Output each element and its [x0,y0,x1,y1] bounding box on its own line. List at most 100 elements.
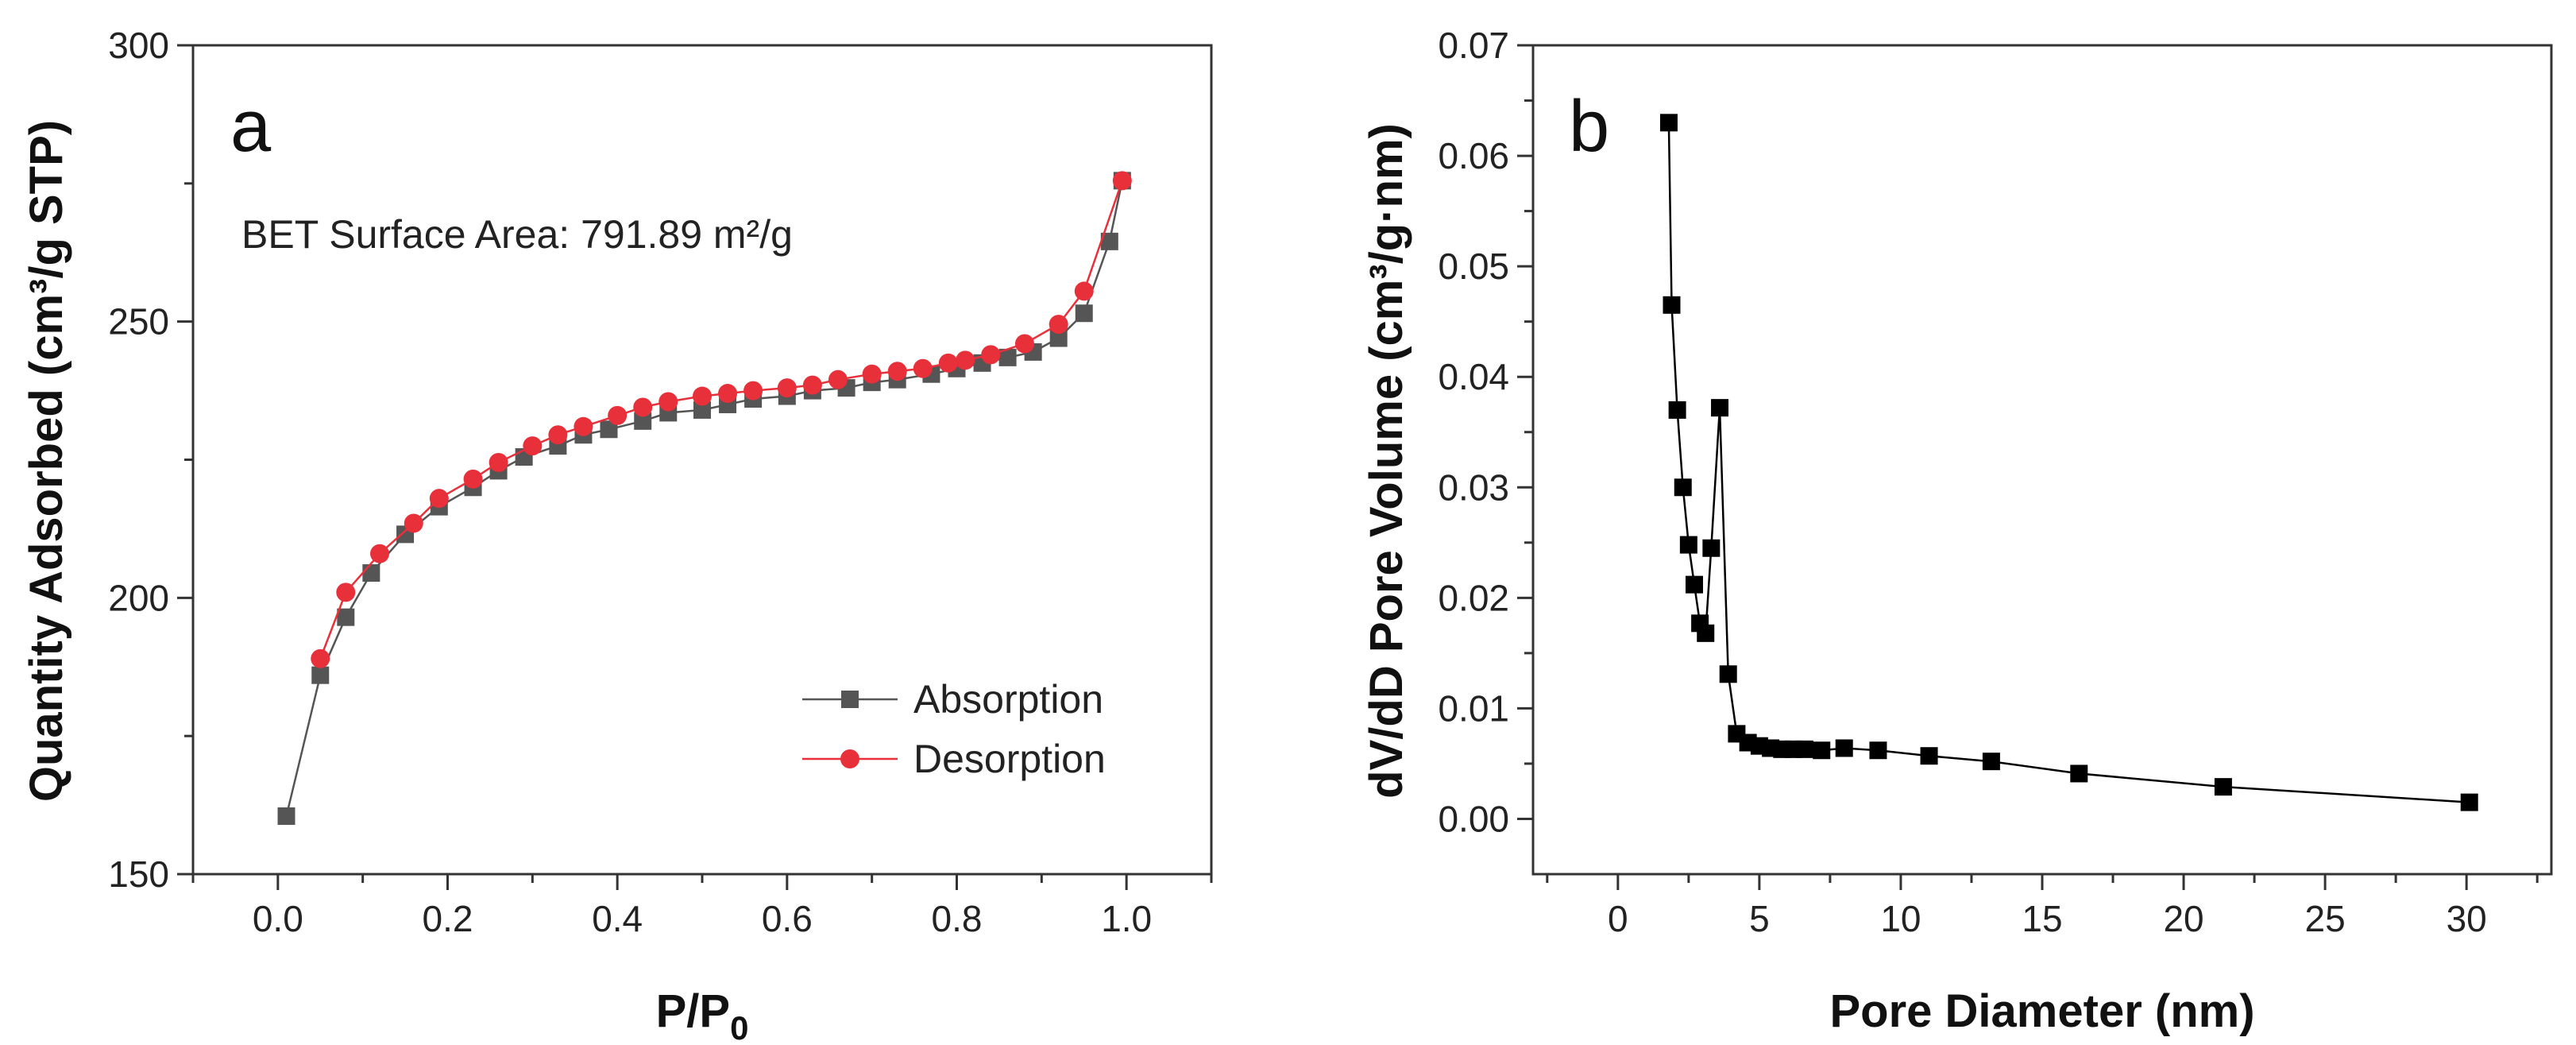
panel-a-x-tick-label: 0.8 [932,898,983,939]
panel-a-data-point-desorption [633,397,653,417]
panel-a-y-tick-label: 250 [108,301,169,343]
panel-b-data-point-pore-size-distribution [1685,575,1703,594]
panel-b-y-tick-label: 0.07 [1438,25,1509,66]
panel-a-data-point-desorption [336,582,356,602]
panel-a-y-axis-title: Quantity Adsorbed (cm³/g STP) [21,120,72,802]
panel-a-data-point-absorption [277,807,295,825]
panel-b-x-tick-label: 0 [1608,898,1628,939]
panel-a-data-point-absorption [600,420,618,439]
panel-b-pore-distribution-chart: 0 5 10 15 20 25 30 0.00 0.01 0.02 0.03 0.04 0.05 0.06… [1361,25,2553,1037]
panel-a-data-point-absorption [1100,232,1118,250]
panel-a-data-point-desorption [489,452,508,472]
panel-b-y-tick-label: 0.01 [1438,687,1509,729]
panel-a-data-point-desorption [608,405,628,425]
panel-b-y-tick-label: 0.00 [1438,798,1509,839]
panel-b-y-tick-label: 0.04 [1438,356,1509,397]
panel-a-data-point-desorption [1074,281,1094,301]
legend-marker-absorption [841,691,859,708]
x-axis-title-subscript: 0 [730,1009,748,1045]
panel-b-data-point-pore-size-distribution [1795,740,1813,758]
panel-b-data-point-pore-size-distribution [1674,478,1692,497]
panel-b-y-tick-label: 0.03 [1438,466,1509,508]
panel-a-isotherm-chart: 0.0 0.2 0.4 0.6 0.8 1.0 150 200 250 300 a BET Surfa… [21,25,1213,1045]
panel-a-data-point-desorption [311,648,330,668]
panel-a-data-point-desorption [802,375,822,395]
panel-b-data-point-pore-size-distribution [1697,624,1715,642]
panel-b-y-tick-label: 0.02 [1438,577,1509,618]
panel-a-data-point-desorption [913,358,933,378]
panel-b-data-point-pore-size-distribution [1835,739,1853,757]
panel-a-data-point-desorption [370,544,390,563]
panel-b-x-tick-label: 5 [1749,898,1770,939]
panel-a-data-point-desorption [693,386,712,406]
panel-a-data-point-absorption [634,412,652,430]
panel-a-data-point-desorption [429,489,449,509]
panel-a-x-tick-label: 1.0 [1101,898,1152,939]
panel-b-x-tick-label: 10 [1880,898,1921,939]
panel-b-y-axis-title: dV/dD Pore Volume (cm³/g·nm) [1361,123,1412,799]
panel-a-letter: a [230,86,272,167]
panel-b-data-point-pore-size-distribution [1920,747,1938,765]
panel-a-legend: Absorption Desorption [802,677,1106,781]
panel-a-data-point-desorption [887,362,907,381]
panel-a-data-point-absorption [693,401,711,419]
panel-a-y-tick-label: 150 [108,853,169,895]
panel-b-data-point-pore-size-distribution [1719,665,1737,683]
panel-a-x-tick-label: 0.6 [762,898,813,939]
panel-a-data-point-desorption [548,425,568,445]
panel-a-data-point-desorption [658,392,678,412]
panel-a-x-axis-title: P/P0 [656,985,749,1045]
panel-b-letter: b [1569,86,1609,167]
panel-a-data-point-desorption [777,378,797,398]
panel-b-x-tick-label: 20 [2163,898,2203,939]
panel-a-data-point-desorption [523,436,543,456]
x-axis-title-main: P/P [656,985,731,1037]
panel-b-x-tick-label: 15 [2022,898,2062,939]
panel-a-data-point-desorption [981,345,1001,365]
panel-b-x-tick-label: 30 [2447,898,2487,939]
panel-a-data-point-desorption [404,513,423,533]
panel-a-data-point-desorption [1049,315,1068,335]
panel-a-data-point-absorption [337,608,355,626]
panel-a-data-point-desorption [1112,171,1132,191]
panel-b-y-tick-label: 0.05 [1438,246,1509,287]
panel-b-data-point-pore-size-distribution [1663,296,1681,314]
panel-a-x-tick-label: 0.0 [253,898,303,939]
panel-b-x-axis-title: Pore Diameter (nm) [1829,985,2254,1037]
panel-b-data-point-pore-size-distribution [1702,539,1721,557]
panel-b-data-point-pore-size-distribution [2214,778,2232,796]
panel-a-data-point-absorption [362,564,380,582]
panel-a-data-point-absorption [1049,329,1068,347]
panel-a-data-point-desorption [574,416,593,436]
panel-b-data-point-pore-size-distribution [1659,114,1678,132]
panel-a-x-tick-label: 0.4 [592,898,643,939]
panel-b-data-point-pore-size-distribution [1711,399,1729,417]
panel-a-data-point-desorption [938,353,958,373]
panel-a-y-tick-label: 300 [108,25,169,66]
panel-b-data-point-pore-size-distribution [1813,741,1831,760]
panel-b-data-point-pore-size-distribution [2070,764,2088,783]
panel-a-data-point-desorption [743,381,763,401]
panel-a-y-tick-label: 200 [108,577,169,618]
panel-b-data-point-pore-size-distribution [1869,741,1887,760]
legend-label-desorption: Desorption [913,737,1106,781]
legend-label-absorption: Absorption [913,677,1103,722]
panel-b-data-point-pore-size-distribution [2460,793,2478,811]
panel-a-data-point-desorption [1014,334,1034,354]
panel-a-data-point-absorption [1075,304,1093,323]
panel-a-data-point-desorption [862,364,882,384]
panel-a-x-tick-label: 0.2 [423,898,473,939]
panel-b-data-point-pore-size-distribution [1679,536,1697,554]
panel-a-data-point-desorption [463,469,483,489]
legend-marker-desorption [840,749,859,768]
panel-b-data-point-pore-size-distribution [1668,401,1686,419]
panel-b-x-tick-label: 25 [2305,898,2346,939]
panel-a-data-point-desorption [828,370,848,389]
bet-surface-area-annotation: BET Surface Area: 791.89 m²/g [241,212,793,257]
panel-a-data-point-desorption [956,350,975,370]
panel-b-y-tick-label: 0.06 [1438,135,1509,176]
panel-a-data-point-desorption [718,384,738,404]
panel-a-data-point-absorption [311,666,330,684]
panel-b-data-point-pore-size-distribution [1982,753,2000,771]
